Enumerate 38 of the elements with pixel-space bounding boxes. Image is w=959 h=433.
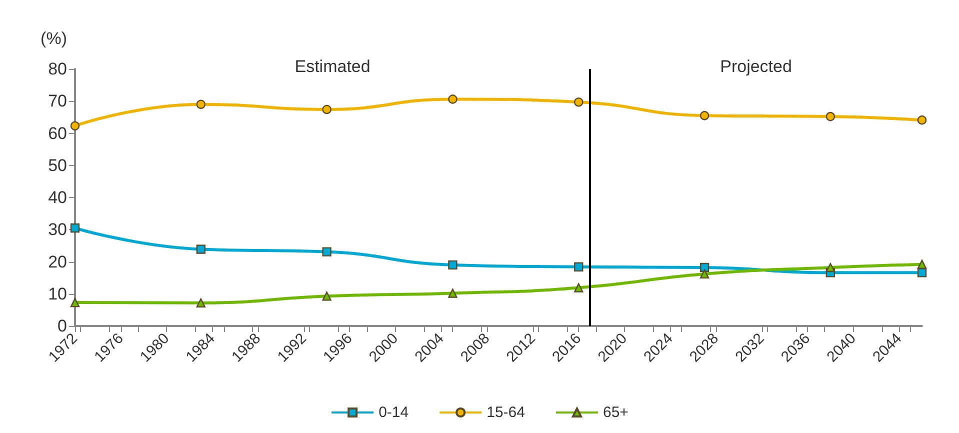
legend-label: 65+ (602, 404, 629, 421)
point (574, 97, 584, 107)
annotation: Projected (720, 57, 792, 76)
point (574, 262, 584, 272)
y-tick-label: 40 (48, 188, 67, 207)
y-tick-label: 50 (48, 156, 67, 175)
point (196, 100, 206, 109)
point (322, 292, 332, 301)
point (826, 262, 836, 272)
point (917, 260, 927, 269)
point (700, 269, 710, 279)
point (826, 112, 836, 122)
point (917, 115, 927, 125)
point (700, 110, 710, 120)
y-tick-label: 20 (48, 252, 67, 272)
point (448, 94, 458, 104)
y-tick-label: 30 (48, 220, 67, 240)
point (448, 260, 458, 270)
y-tick-label: 70 (48, 92, 67, 111)
point (574, 283, 584, 292)
point (700, 262, 710, 272)
point (917, 268, 927, 278)
point (196, 298, 206, 308)
point (448, 288, 458, 298)
y-tick-label: 0 (58, 316, 67, 336)
y-tick-label: 60 (48, 124, 67, 143)
legend-label: 15-64 (486, 404, 525, 421)
point (322, 104, 332, 114)
y-axis-title: (%) (40, 29, 67, 48)
point (70, 121, 80, 130)
point (70, 223, 80, 233)
annotation: Estimated (294, 57, 370, 76)
point (196, 244, 206, 254)
y-tick-label: 80 (48, 60, 67, 78)
point (70, 298, 80, 308)
y-tick-label: 10 (48, 284, 67, 304)
point (322, 247, 332, 256)
legend-label: 0-14 (378, 404, 409, 421)
